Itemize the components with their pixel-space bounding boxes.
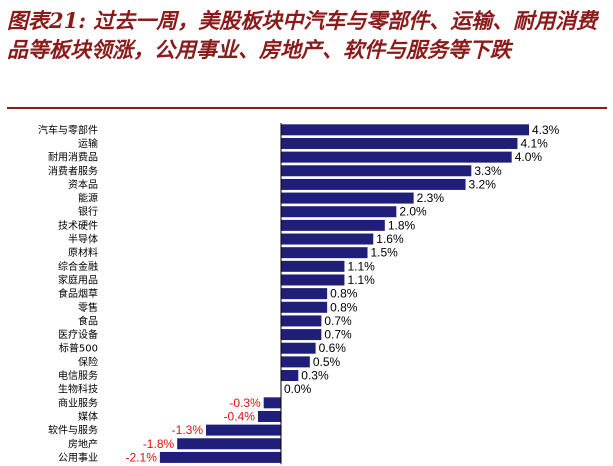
bar [281,315,322,327]
value-labels: 4.3%4.1%4.0% 3.3%3.2% 2.3%2.0%1.8%1.6%1.5%… [126,123,560,465]
value-label: 1.6% [376,232,404,246]
value-label: 0.0% [284,382,312,396]
value-label: 3.2% [469,177,497,191]
category-label: 原材料 [68,246,98,259]
category-label: 家庭用品 [58,273,98,286]
value-label: 1.8% [388,218,416,232]
bar [281,165,472,177]
bar-chart: 汽车与零部件运输耐用消费品消费者服务资本品能源银行技术硬件半导体原材料综合金融家… [38,123,560,465]
bar [281,288,328,300]
bar [281,342,316,354]
bar [281,124,529,136]
category-label: 电信服务 [58,369,98,382]
bar [281,219,385,231]
value-label: 2.0% [399,205,427,219]
category-label: 技术硬件 [58,219,98,232]
category-label: 公用事业 [58,451,98,464]
value-label: -1.8% [143,437,175,451]
category-label: 耐用消费品 [48,151,98,164]
bar [281,137,518,149]
bar [281,370,299,382]
bar [257,410,281,422]
category-label: 标普500 [59,342,98,355]
category-label: 综合金融 [58,260,98,273]
category-label: 零售 [78,301,98,314]
value-label: 1.1% [347,259,375,273]
bar [281,178,466,190]
bar [281,233,374,245]
category-label: 银行 [78,205,98,218]
category-labels: 汽车与零部件运输耐用消费品消费者服务资本品能源银行技术硬件半导体原材料综合金融家… [38,123,98,464]
chart-title: 图表21: 过去一周，美股板块中汽车与零部件、运输、耐用消费品等板块领涨，公用事… [7,8,598,62]
bar [281,206,397,218]
value-label: 0.7% [324,328,352,342]
category-label: 运输 [78,137,98,150]
category-label: 消费者服务 [48,164,98,177]
bar [281,301,328,313]
value-label: 2.3% [417,191,445,205]
category-label: 房地产 [68,437,98,450]
value-label: 1.5% [371,246,399,260]
category-label: 食品烟草 [58,287,98,300]
value-label: 0.5% [313,355,341,369]
bar [281,260,345,272]
category-label: 生物科技 [58,383,98,396]
value-label: -1.3% [172,423,204,437]
value-label: 0.3% [301,369,329,383]
value-label: 0.7% [324,314,352,328]
category-label: 商业服务 [58,396,98,409]
value-label: 1.1% [347,273,375,287]
category-label: 资本品 [68,178,98,191]
bar [281,274,345,286]
bar [281,151,512,163]
value-label: 4.1% [520,136,548,150]
category-label: 医疗设备 [58,328,98,341]
value-label: 3.3% [474,164,502,178]
value-label: -0.4% [224,409,256,423]
bars [159,124,529,463]
bar [159,451,281,463]
category-label: 媒体 [78,411,98,423]
category-label: 半导体 [68,233,98,246]
value-label: 4.0% [515,150,543,164]
value-label: 0.6% [319,341,347,355]
title-divider [7,107,607,109]
value-label: 0.8% [330,300,358,314]
category-label: 食品 [78,314,98,327]
bar [281,247,368,259]
category-label: 保险 [78,355,98,368]
value-label: -2.1% [126,450,158,464]
value-label: 0.8% [330,287,358,301]
bar [281,329,322,341]
bar [177,438,281,450]
bar [263,397,281,409]
value-label: -0.3% [229,396,261,410]
category-label: 软件与服务 [48,424,98,437]
category-label: 能源 [78,192,98,205]
bar [206,424,281,436]
value-label: 4.3% [532,123,560,137]
category-label: 汽车与零部件 [38,123,98,136]
bar [281,192,414,204]
bar [281,356,310,368]
